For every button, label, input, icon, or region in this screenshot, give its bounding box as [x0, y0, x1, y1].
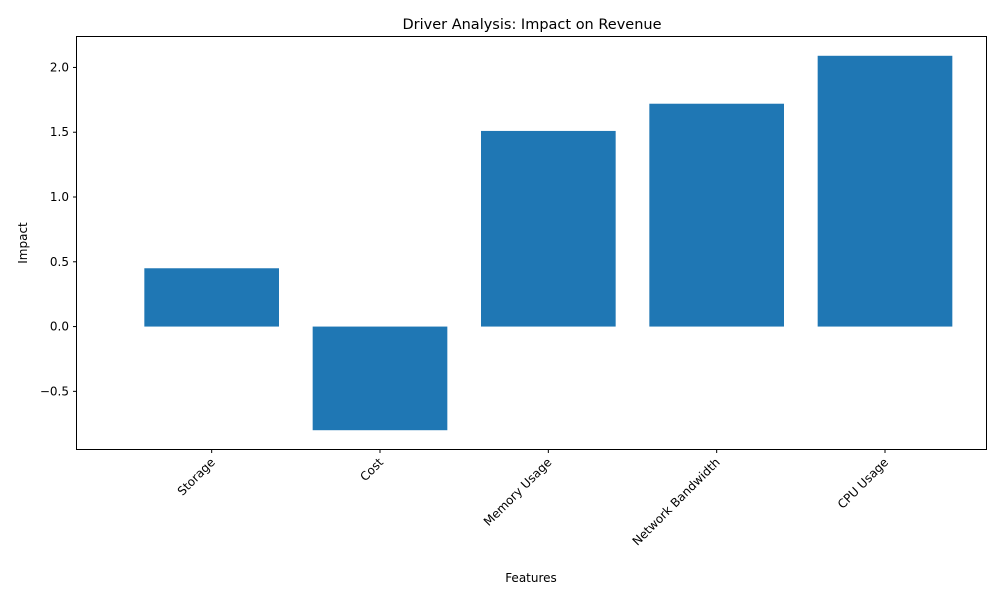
y-tick-label: 0.5	[50, 255, 69, 269]
bar-network-bandwidth	[649, 103, 784, 327]
y-axis: −0.5 0.0 0.5 1.0 1.5 2.0	[40, 60, 77, 398]
x-axis: Storage Cost Memory Usage Network Bandwidth…	[175, 449, 891, 548]
bar-cost	[312, 326, 448, 431]
plot-frame	[76, 36, 987, 450]
bar-memory-usage	[481, 130, 616, 327]
y-tick-label: −0.5	[40, 384, 69, 398]
x-tick-label: Memory Usage	[481, 455, 555, 529]
bars	[144, 55, 953, 431]
x-axis-label: Features	[505, 571, 557, 585]
bar-storage	[144, 268, 279, 327]
y-tick-label: 2.0	[50, 60, 69, 74]
bar-cpu-usage	[817, 55, 953, 327]
x-tick-label: Network Bandwidth	[630, 455, 723, 548]
x-tick-label: Cost	[357, 455, 386, 484]
y-tick-label: 0.0	[50, 320, 69, 334]
chart-title: Driver Analysis: Impact on Revenue	[402, 17, 661, 33]
y-tick-label: 1.0	[50, 190, 69, 204]
x-tick-label: Storage	[175, 455, 218, 498]
y-tick-label: 1.5	[50, 125, 69, 139]
x-tick-label: CPU Usage	[835, 455, 891, 511]
y-axis-label: Impact	[16, 222, 30, 264]
